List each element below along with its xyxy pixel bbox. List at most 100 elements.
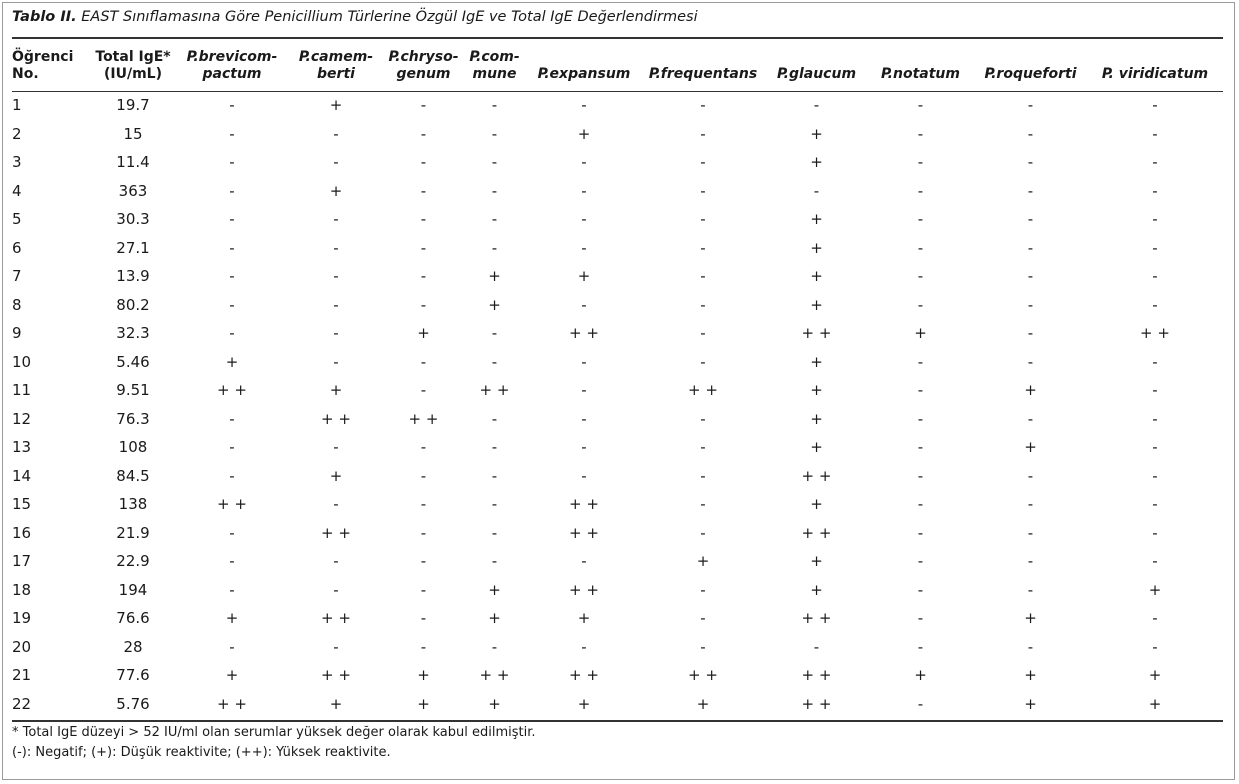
cell-p-roqueforti: - (1027, 96, 1034, 115)
cell-p-chrysogenum: + (417, 694, 430, 713)
cell-p-glaucum: - (813, 637, 820, 656)
cell-p-brevicompactum: - (229, 637, 235, 656)
cell-p-brevicompactum: - (229, 267, 235, 286)
caption-label: Tablo II. (12, 9, 77, 25)
table-row: 20 28 - - - - - - - - - - (12, 633, 1223, 662)
header-p-expansum: P.expansum (537, 65, 631, 82)
cell-p-commune: - (491, 523, 498, 542)
cell-p-brevicompactum: + + (217, 495, 247, 514)
cell-p-roqueforti: - (1027, 324, 1034, 343)
cell-p-notatum: - (917, 238, 924, 257)
cell-p-expansum: + (577, 609, 591, 628)
cell-p-viridicatum: - (1152, 181, 1158, 200)
cell-p-notatum: - (917, 552, 924, 571)
cell-p-viridicatum: - (1152, 381, 1158, 400)
cell-p-expansum: - (581, 210, 587, 229)
cell-total-ige: 22.9 (116, 552, 150, 571)
cell-p-brevicompactum: - (229, 438, 235, 457)
cell-p-expansum: - (581, 352, 587, 371)
table-row: 9 32.3 - - + - + + - + + + - + + (12, 319, 1223, 348)
cell-p-roqueforti: + (1024, 381, 1037, 400)
cell-p-chrysogenum: - (420, 381, 427, 400)
cell-p-viridicatum: + (1148, 694, 1162, 713)
cell-p-commune: + (488, 609, 501, 628)
cell-p-camemberti: - (333, 153, 339, 172)
cell-p-glaucum: + (810, 295, 823, 314)
cell-p-frequentans: - (700, 210, 706, 229)
cell-student-no: 8 (12, 295, 22, 314)
cell-p-brevicompactum: - (229, 324, 235, 343)
cell-p-roqueforti: - (1027, 124, 1034, 143)
cell-p-notatum: - (917, 267, 924, 286)
header-p-roqueforti: P.roqueforti (984, 65, 1077, 82)
table-row: 13 108 - - - - - - + - + - (12, 433, 1223, 462)
cell-p-notatum: - (917, 381, 924, 400)
cell-p-notatum: - (917, 438, 924, 457)
cell-p-chrysogenum: - (420, 124, 427, 143)
cell-p-chrysogenum: - (420, 295, 427, 314)
cell-p-chrysogenum: - (420, 438, 427, 457)
cell-total-ige: 108 (118, 438, 148, 457)
table-row: 21 77.6 + + + + + + + + + + + + + + + (12, 661, 1223, 690)
cell-p-notatum: - (917, 124, 924, 143)
cell-p-notatum: - (917, 295, 924, 314)
cell-p-notatum: - (917, 409, 924, 428)
cell-p-chrysogenum: - (420, 466, 427, 485)
table-row: 2 15 - - - - + - + - - - (12, 120, 1223, 149)
cell-p-notatum: - (917, 181, 924, 200)
cell-p-viridicatum: - (1152, 438, 1158, 457)
cell-p-glaucum: + (810, 495, 823, 514)
cell-total-ige: 76.3 (116, 409, 150, 428)
cell-p-brevicompactum: - (229, 96, 235, 115)
cell-p-viridicatum: - (1152, 153, 1158, 172)
cell-total-ige: 77.6 (116, 666, 150, 685)
cell-p-expansum: - (581, 637, 587, 656)
cell-p-chrysogenum: - (420, 267, 427, 286)
table-row: 12 76.3 - + + + + - - - + - - - (12, 405, 1223, 434)
cell-p-roqueforti: - (1027, 210, 1034, 229)
cell-p-viridicatum: - (1152, 352, 1158, 371)
cell-p-chrysogenum: - (420, 153, 427, 172)
cell-p-roqueforti: - (1027, 352, 1034, 371)
cell-p-frequentans: - (700, 409, 706, 428)
cell-p-brevicompactum: - (229, 124, 235, 143)
cell-p-notatum: + (914, 666, 927, 685)
cell-p-brevicompactum: - (229, 580, 235, 599)
cell-p-glaucum: + (810, 124, 823, 143)
cell-p-roqueforti: + (1024, 609, 1037, 628)
cell-total-ige: 5.46 (116, 352, 150, 371)
cell-p-camemberti: + + (321, 523, 351, 542)
cell-p-camemberti: + + (321, 609, 351, 628)
cell-p-brevicompactum: - (229, 523, 235, 542)
cell-student-no: 18 (12, 580, 32, 599)
cell-p-notatum: - (917, 210, 924, 229)
cell-p-brevicompactum: - (229, 295, 235, 314)
cell-p-commune: - (491, 210, 498, 229)
cell-p-camemberti: - (333, 238, 339, 257)
cell-p-roqueforti: - (1027, 637, 1034, 656)
cell-p-frequentans: - (700, 96, 706, 115)
header-p-frequentans: P.frequentans (648, 65, 758, 82)
cell-p-frequentans: - (700, 124, 706, 143)
cell-total-ige: 28 (123, 637, 143, 656)
cell-p-viridicatum: - (1152, 466, 1158, 485)
cell-p-camemberti: - (333, 495, 339, 514)
cell-p-camemberti: - (333, 267, 339, 286)
cell-p-chrysogenum: - (420, 609, 427, 628)
header-p-glaucum: P.glaucum (776, 65, 857, 82)
cell-p-viridicatum: - (1152, 295, 1158, 314)
cell-student-no: 3 (12, 153, 22, 172)
footnote-legend: (-): Negatif; (+): Düşük reaktivite; (++… (12, 745, 391, 760)
cell-p-glaucum: + + (801, 666, 832, 685)
cell-p-commune: - (491, 181, 498, 200)
cell-p-frequentans: - (700, 267, 706, 286)
cell-p-commune: + (488, 694, 501, 713)
cell-student-no: 21 (12, 666, 32, 685)
cell-student-no: 16 (12, 523, 32, 542)
cell-p-notatum: - (917, 466, 924, 485)
cell-p-glaucum: + (810, 210, 823, 229)
cell-p-notatum: - (917, 153, 924, 172)
cell-p-chrysogenum: - (420, 96, 427, 115)
cell-p-frequentans: - (700, 523, 706, 542)
